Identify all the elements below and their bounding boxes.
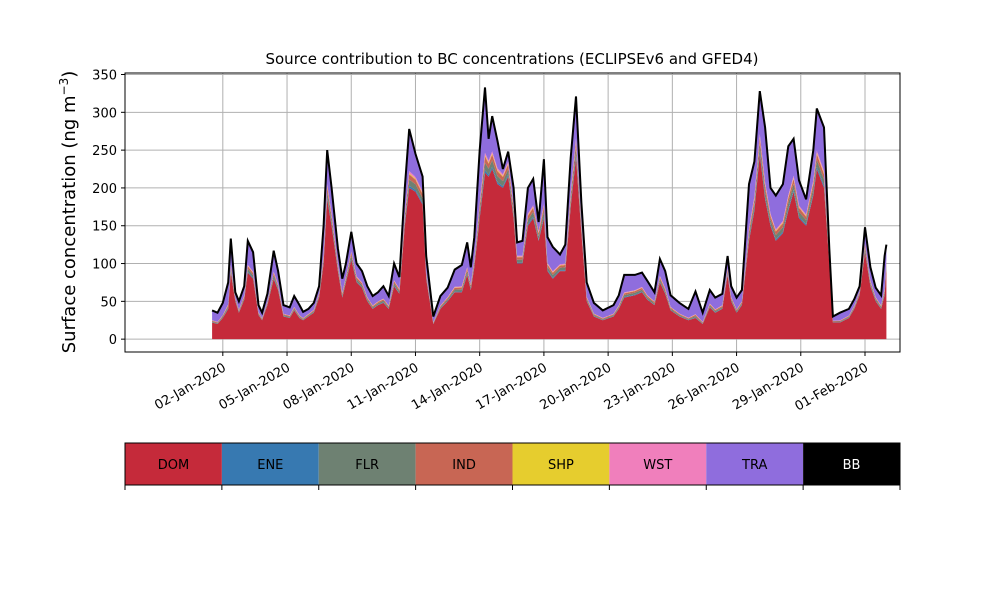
- y-axis-label-main: Surface concentration (ng m: [59, 95, 80, 353]
- x-tick-label: 14-Jan-2020: [409, 360, 486, 413]
- series-line-bb-total: [211, 87, 888, 319]
- y-tick-label: 150: [92, 220, 117, 235]
- y-axis-label: Surface concentration (ng m−3): [57, 71, 80, 354]
- x-tick-label: 26-Jan-2020: [666, 360, 743, 413]
- legend-swatch-ind: [415, 443, 513, 485]
- area-layer: [212, 87, 887, 340]
- legend-swatch-tra: [706, 443, 804, 485]
- x-tick-label: 05-Jan-2020: [216, 360, 293, 413]
- x-tick-label: 11-Jan-2020: [345, 360, 422, 413]
- legend-label-tra: TRA: [741, 458, 767, 473]
- y-axis-label-close: ): [59, 71, 80, 78]
- legend-label-flr: FLR: [355, 458, 379, 473]
- legend-label-bb: BB: [843, 458, 861, 473]
- x-tick-label: 20-Jan-2020: [538, 360, 615, 413]
- x-tick-label: 23-Jan-2020: [602, 360, 679, 413]
- x-tick-label: 01-Feb-2020: [792, 360, 871, 414]
- y-tick-label: 350: [92, 69, 117, 84]
- y-tick-label: 300: [92, 106, 117, 121]
- y-tick-label: 250: [92, 144, 117, 159]
- plot-frame: [124, 72, 901, 353]
- legend-swatch-flr: [318, 443, 416, 485]
- legend-label-ind: IND: [452, 458, 476, 473]
- legend-colorbar: DOM ENE FLR IND SHP WST TRA BB: [124, 442, 901, 490]
- legend-swatch-dom: [125, 443, 222, 485]
- area-tra: [212, 87, 887, 323]
- x-tick-label: 17-Jan-2020: [473, 360, 550, 413]
- y-tick-label: 50: [100, 295, 117, 310]
- legend-swatch-ene: [221, 443, 319, 485]
- y-axis-label-sup: −3: [57, 78, 71, 96]
- area-dom: [212, 153, 887, 340]
- legend-label-wst: WST: [643, 458, 672, 473]
- x-axis: 02-Jan-202005-Jan-202008-Jan-202011-Jan-…: [152, 352, 871, 414]
- chart-title: Source contribution to BC concentrations…: [265, 50, 758, 68]
- legend-label-ene: ENE: [257, 458, 283, 473]
- y-tick-label: 200: [92, 182, 117, 197]
- legend-swatch-wst: [609, 443, 707, 485]
- x-tick-label: 02-Jan-2020: [152, 360, 229, 413]
- y-axis: 0 50 100 150 200 250 300 350: [92, 69, 125, 348]
- legend-label-dom: DOM: [158, 458, 189, 473]
- legend-swatch-bb: [803, 443, 900, 485]
- legend-swatch-shp: [512, 443, 610, 485]
- x-tick-label: 08-Jan-2020: [281, 360, 358, 413]
- y-tick-label: 0: [109, 333, 117, 348]
- line-layer: [211, 87, 888, 319]
- legend-label-shp: SHP: [548, 458, 574, 473]
- y-tick-label: 100: [92, 258, 117, 273]
